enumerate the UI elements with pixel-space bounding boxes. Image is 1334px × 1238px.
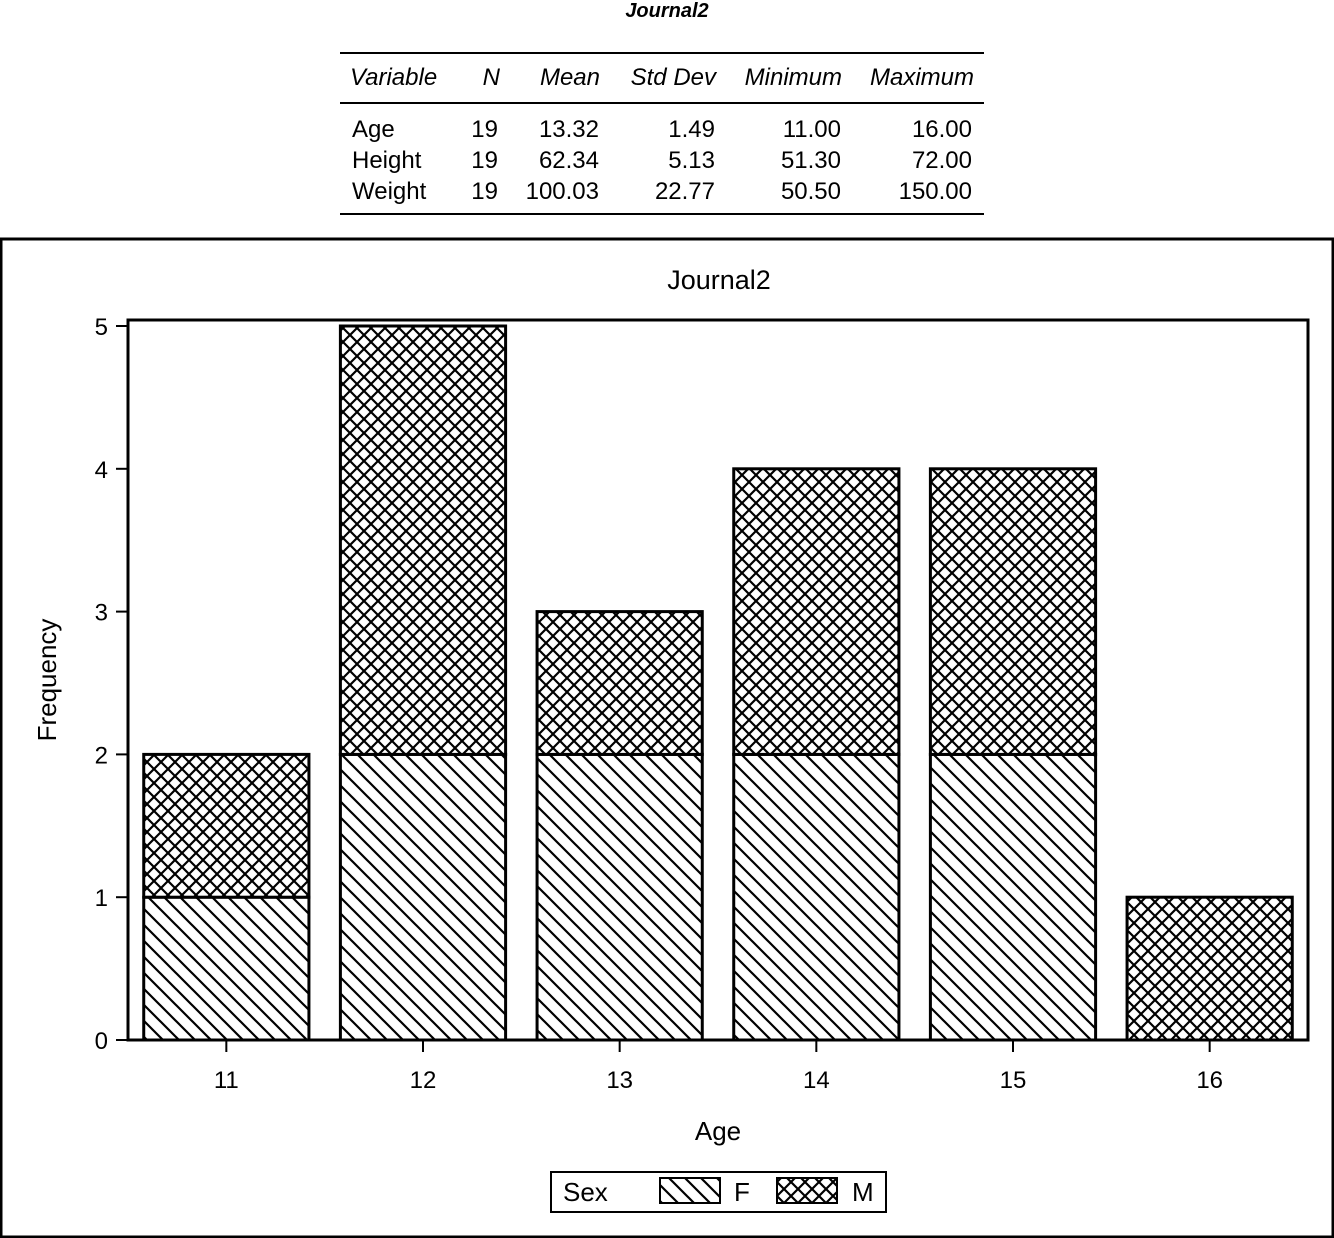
y-tick-label: 2 [95, 742, 108, 769]
x-tick-label: 16 [1196, 1067, 1223, 1094]
table-header-row: Variable N Mean Std Dev Minimum Maximum [340, 52, 984, 104]
x-axis: 11 12 13 14 15 16 [214, 1040, 1223, 1094]
bar-segment-f-14 [732, 752, 901, 1042]
bar-segment-f-11 [142, 895, 311, 1042]
legend-label-f: F [734, 1177, 750, 1207]
legend-swatch-f [659, 1177, 721, 1204]
column-header: Mean [510, 52, 611, 104]
table-cell: 13.32 [538, 115, 599, 143]
table-title: Journal2 [625, 0, 709, 22]
bar-segment-m-16 [1125, 895, 1294, 1042]
x-tick-label: 11 [214, 1067, 239, 1094]
summary-statistics-table: Variable N Mean Std Dev Minimum Maximum … [340, 52, 984, 215]
table-cell: 11.00 [782, 115, 841, 143]
chart-title: Journal2 [667, 265, 771, 295]
table-cell: 19 [471, 146, 498, 174]
bar-segment-m-11 [142, 752, 311, 899]
table-cell: 1.49 [668, 115, 715, 143]
table-cell: 62.34 [538, 146, 599, 174]
bar-segment-m-12 [338, 324, 508, 756]
table-cell: 51.30 [780, 146, 841, 174]
plot-frame [126, 318, 1310, 1042]
table-cell: Age [352, 115, 395, 143]
bar-segment-m-15 [928, 467, 1098, 756]
x-tick-label: 14 [803, 1067, 830, 1094]
legend: Sex F M [550, 1171, 887, 1213]
x-tick-label: 15 [1000, 1067, 1027, 1094]
x-axis-label: Age [695, 1116, 741, 1146]
bar-segment-f-13 [535, 752, 704, 1042]
table-cell: 22.77 [611, 176, 727, 215]
table-cell: Weight [340, 176, 459, 215]
table-cell: 5.13 [668, 146, 715, 174]
bars-layer [142, 324, 1294, 1042]
y-tick-label: 3 [95, 600, 108, 627]
table-cell: Height [352, 146, 422, 174]
y-axis: 0 1 2 3 4 5 [95, 314, 128, 1055]
bar-segment-f-12 [338, 752, 508, 1042]
table-cell: 19 [471, 115, 498, 143]
y-axis-label: Frequency [32, 619, 62, 742]
legend-title: Sex [563, 1177, 608, 1207]
table-row: Weight 19 100.03 22.77 50.50 150.00 [340, 176, 984, 215]
table-row: Height 19 62.34 5.13 51.30 72.00 [340, 145, 984, 176]
table-cell: 100.03 [510, 176, 611, 215]
bar-segment-m-14 [732, 467, 901, 756]
table-cell: 19 [459, 176, 510, 215]
column-header: Std Dev [610, 52, 727, 104]
legend-label-m: M [852, 1177, 874, 1207]
table-cell: 150.00 [853, 176, 984, 215]
bar-segment-m-13 [535, 610, 704, 756]
table-row: Age 19 13.32 1.49 11.00 16.00 [340, 103, 984, 145]
y-tick-label: 0 [95, 1028, 108, 1055]
column-header: N [458, 52, 510, 104]
table-cell: 16.00 [911, 115, 972, 143]
x-tick-label: 13 [606, 1067, 633, 1094]
y-tick-label: 5 [95, 314, 108, 341]
table-cell: 50.50 [727, 176, 853, 215]
y-tick-label: 1 [95, 885, 108, 912]
table-cell: 72.00 [911, 146, 972, 174]
x-tick-label: 12 [410, 1067, 437, 1094]
column-header: Minimum [726, 52, 853, 104]
y-tick-label: 4 [95, 457, 108, 484]
legend-swatch-m [776, 1177, 838, 1204]
column-header: Variable [340, 52, 459, 104]
column-header: Maximum [852, 52, 984, 104]
bar-segment-f-15 [928, 752, 1098, 1042]
